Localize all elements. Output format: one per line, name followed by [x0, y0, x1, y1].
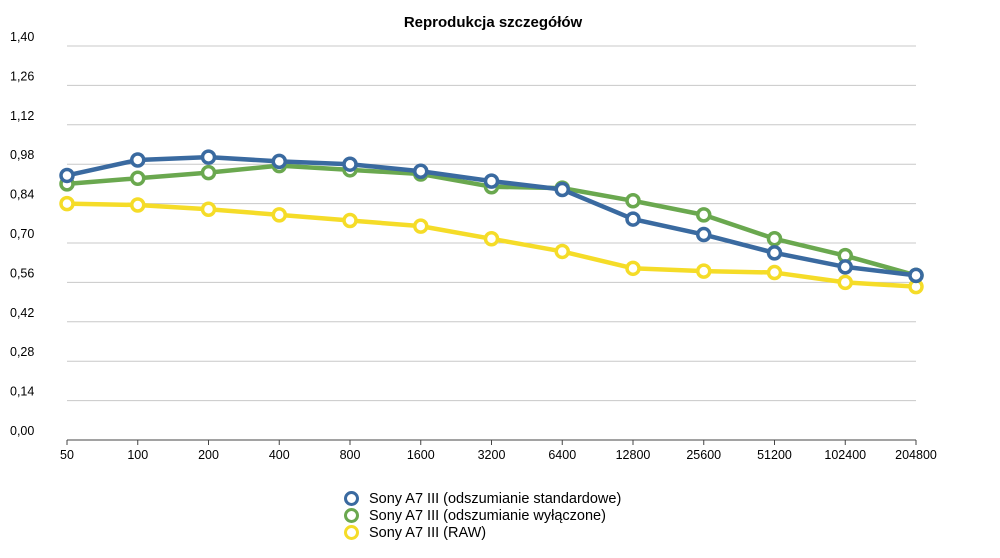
- x-tick-label: 102400: [824, 448, 866, 462]
- x-tick-label: 204800: [895, 448, 937, 462]
- data-point: [625, 211, 641, 227]
- x-tick-label: 800: [340, 448, 361, 462]
- data-point: [554, 181, 570, 198]
- x-tick-label: 100: [127, 448, 148, 462]
- x-tick-label: 12800: [616, 448, 651, 462]
- y-tick-label: 0,98: [10, 148, 34, 162]
- data-point: [554, 243, 570, 260]
- data-point: [200, 149, 217, 165]
- data-point: [696, 263, 712, 279]
- y-tick-label: 0,70: [10, 227, 34, 241]
- x-axis-ticks: 50 100 200 400 800 1600 3200 6400 12800 25600 5120…: [60, 440, 937, 462]
- x-tick-label: 25600: [686, 448, 721, 462]
- data-point: [59, 195, 75, 212]
- data-point: [200, 201, 217, 217]
- data-point: [837, 259, 853, 275]
- data-point: [130, 197, 146, 213]
- data-point: [696, 226, 712, 243]
- data-point: [413, 163, 429, 179]
- y-tick-label: 0,28: [10, 345, 34, 359]
- series-2: [59, 195, 924, 295]
- y-tick-label: 0,00: [10, 424, 34, 438]
- data-point: [625, 193, 641, 209]
- y-tick-label: 0,84: [10, 188, 34, 202]
- y-tick-label: 1,40: [10, 30, 34, 44]
- data-point: [766, 231, 783, 247]
- line-chart: Reprodukcja szczegółów 0,000,140,280,420…: [10, 14, 937, 462]
- y-tick-label: 0,14: [10, 385, 34, 399]
- legend-item: Sony A7 III (odszumianie standardowe): [344, 490, 621, 507]
- legend-item: Sony A7 III (odszumianie wyłączone): [344, 507, 621, 524]
- x-tick-label: 400: [269, 448, 290, 462]
- legend-label: Sony A7 III (RAW): [369, 524, 487, 541]
- legend-label: Sony A7 III (odszumianie wyłączone): [369, 507, 606, 524]
- data-point: [837, 274, 853, 291]
- x-tick-label: 3200: [478, 448, 506, 462]
- data-point: [271, 207, 287, 223]
- x-tick-label: 6400: [548, 448, 576, 462]
- y-tick-label: 0,42: [10, 306, 34, 320]
- data-point: [413, 218, 429, 234]
- chart-legend: Sony A7 III (odszumianie standardowe) Son…: [344, 490, 621, 541]
- x-tick-label: 1600: [407, 448, 435, 462]
- legend-marker: [344, 508, 359, 523]
- data-point: [59, 167, 75, 184]
- series-layer: [59, 149, 924, 295]
- data-point: [625, 260, 641, 277]
- chart-title: Reprodukcja szczegółów: [404, 14, 583, 31]
- series-0: [59, 149, 924, 284]
- y-tick-label: 0,56: [10, 266, 34, 280]
- legend-marker: [344, 525, 359, 540]
- data-point: [200, 164, 217, 181]
- data-point: [342, 212, 358, 229]
- y-tick-label: 1,12: [10, 109, 34, 123]
- data-point: [766, 245, 783, 261]
- x-tick-label: 50: [60, 448, 74, 462]
- data-point: [483, 173, 500, 189]
- x-tick-label: 51200: [757, 448, 792, 462]
- data-point: [130, 170, 146, 187]
- legend-label: Sony A7 III (odszumianie standardowe): [369, 490, 622, 507]
- data-point: [908, 267, 924, 284]
- y-tick-label: 1,26: [10, 69, 34, 83]
- data-point: [696, 207, 712, 223]
- x-tick-label: 200: [198, 448, 219, 462]
- data-point: [342, 156, 358, 172]
- legend-marker: [344, 491, 359, 506]
- y-axis-ticks: 0,00 0,14 0,28 0,42 0,56 0,70 0,84 0,98 1,12 1,26…: [10, 30, 34, 438]
- legend-item: Sony A7 III (RAW): [344, 524, 621, 541]
- data-point: [271, 153, 287, 170]
- data-point: [483, 231, 500, 247]
- data-point: [766, 264, 783, 281]
- data-point: [130, 152, 146, 168]
